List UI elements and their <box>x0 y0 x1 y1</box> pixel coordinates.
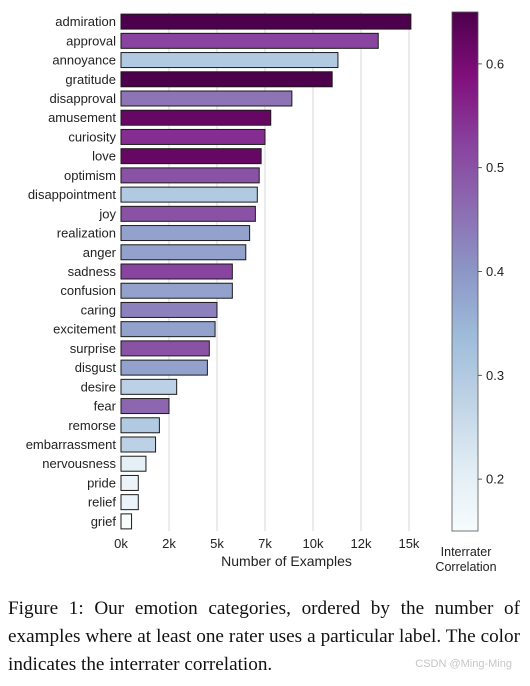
category-label-relief: relief <box>88 495 117 510</box>
bar-surprise <box>120 340 210 357</box>
colorbar-tick-label: 0.4 <box>486 264 504 279</box>
category-label-nervousness: nervousness <box>42 456 116 471</box>
figure-caption: Figure 1: Our emotion categories, ordere… <box>8 598 520 675</box>
bar-disappointment <box>120 186 258 203</box>
x-tick-label: 15k <box>398 536 419 551</box>
x-tick-label: 5k <box>210 536 224 551</box>
bar-gratitude <box>120 71 333 88</box>
category-label-gratitude: gratitude <box>65 72 116 87</box>
colorbar-title-line1: Interrater <box>441 545 492 559</box>
colorbar-tick-label: 0.3 <box>486 368 504 383</box>
bar-embarrassment <box>120 436 157 453</box>
bar-desire <box>120 378 178 395</box>
bars <box>120 13 412 530</box>
bar-grief <box>120 513 133 530</box>
category-label-curiosity: curiosity <box>68 129 116 144</box>
category-label-caring: caring <box>81 302 116 317</box>
category-label-joy: joy <box>98 206 116 221</box>
category-label-excitement: excitement <box>53 322 116 337</box>
bar-anger <box>120 244 247 261</box>
bar-admiration <box>120 13 412 30</box>
colorbar-tick-label: 0.2 <box>486 472 504 487</box>
category-label-annoyance: annoyance <box>52 53 116 68</box>
category-label-disgust: disgust <box>75 360 117 375</box>
category-label-pride: pride <box>87 475 116 490</box>
category-label-optimism: optimism <box>64 168 116 183</box>
x-tick-label: 12k <box>350 536 371 551</box>
category-label-fear: fear <box>94 399 117 414</box>
category-label-disappointment: disappointment <box>28 187 117 202</box>
bar-nervousness <box>120 455 147 472</box>
bar-amusement <box>120 109 272 126</box>
bar-disapproval <box>120 90 293 107</box>
category-label-anger: anger <box>83 245 117 260</box>
bar-confusion <box>120 282 233 299</box>
bar-curiosity <box>120 128 266 145</box>
category-label-remorse: remorse <box>68 418 116 433</box>
bar-caring <box>120 301 218 318</box>
colorbar-tick-label: 0.5 <box>486 160 504 175</box>
bar-disgust <box>120 359 208 376</box>
category-labels: admiration approval annoyance gratitude disa… <box>26 14 117 529</box>
category-label-admiration: admiration <box>55 14 116 29</box>
category-label-disapproval: disapproval <box>50 91 117 106</box>
emotion-bar-chart: admiration approval annoyance gratitude disa… <box>26 11 504 574</box>
category-label-grief: grief <box>91 514 117 529</box>
bar-sadness <box>120 263 233 280</box>
bar-joy <box>120 205 256 222</box>
bar-optimism <box>120 167 260 184</box>
x-tick-label: 0k <box>114 536 128 551</box>
x-tick-label: 7k <box>258 536 272 551</box>
colorbar-tick-label: 0.6 <box>486 56 504 71</box>
bar-excitement <box>120 321 216 338</box>
bar-remorse <box>120 417 160 434</box>
x-axis-ticks: 0k 2k 5k 7k 10k 12k 15k <box>114 536 420 551</box>
watermark: CSDN @Ming-Ming <box>415 658 512 670</box>
category-label-surprise: surprise <box>70 341 116 356</box>
x-axis-title: Number of Examples <box>221 553 352 569</box>
x-tick-label: 10k <box>302 536 323 551</box>
bar-realization <box>120 225 251 242</box>
category-label-amusement: amusement <box>48 110 116 125</box>
category-label-love: love <box>92 149 116 164</box>
bar-approval <box>120 32 379 49</box>
category-label-realization: realization <box>57 226 116 241</box>
category-label-approval: approval <box>66 33 116 48</box>
category-label-sadness: sadness <box>68 264 117 279</box>
bar-annoyance <box>120 52 339 69</box>
category-label-confusion: confusion <box>60 283 116 298</box>
bar-love <box>120 148 262 165</box>
category-label-embarrassment: embarrassment <box>26 437 117 452</box>
category-label-desire: desire <box>81 379 116 394</box>
x-tick-label: 2k <box>162 536 176 551</box>
colorbar: 0.2 0.3 0.4 0.5 0.6 Interrater Correlation <box>435 11 504 574</box>
bar-pride <box>120 474 139 491</box>
colorbar-ticks: 0.2 0.3 0.4 0.5 0.6 <box>478 56 504 487</box>
bar-fear <box>120 398 170 415</box>
colorbar-gradient <box>451 11 479 532</box>
bar-relief <box>120 494 139 511</box>
colorbar-title-line2: Correlation <box>435 560 496 574</box>
